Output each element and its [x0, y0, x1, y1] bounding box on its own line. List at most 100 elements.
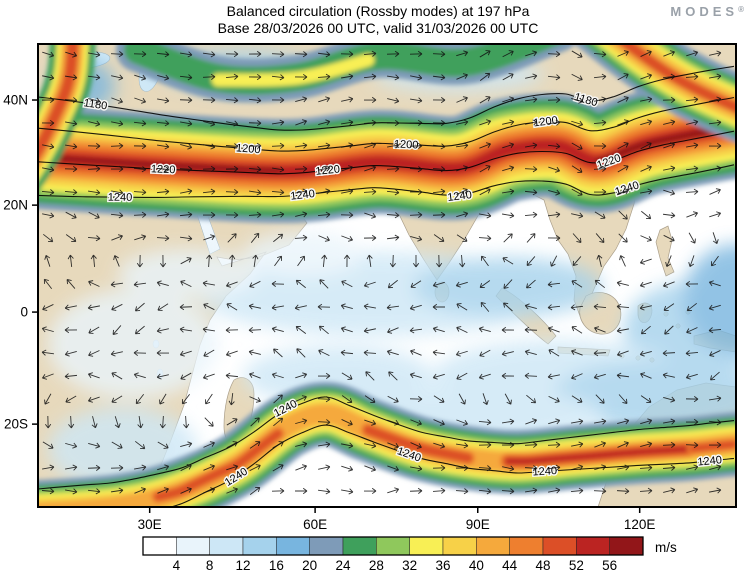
wind-arrow	[594, 211, 606, 219]
wind-arrow	[593, 73, 607, 80]
wind-arrow	[133, 51, 147, 58]
wind-arrow	[87, 143, 101, 150]
wind-arrow	[295, 279, 306, 289]
colorbar-tick-label: 28	[369, 558, 384, 573]
wind-arrow	[617, 50, 629, 57]
wind-arrow	[410, 97, 423, 104]
wind-arrow	[639, 350, 652, 357]
colorbar-segment	[176, 536, 210, 556]
wind-arrow	[294, 304, 307, 311]
wind-arrow	[363, 303, 376, 310]
wind-arrow	[249, 486, 261, 495]
contour-line	[38, 130, 735, 175]
colorbar-tick-label: 48	[535, 558, 550, 573]
wind-arrow	[572, 256, 582, 266]
wind-arrow	[387, 487, 400, 494]
wind-arrow	[202, 373, 215, 380]
wind-arrow	[478, 373, 491, 380]
wind-arrow	[502, 96, 515, 103]
wind-arrow	[297, 255, 305, 267]
land-shape	[579, 292, 622, 335]
wind-arrow	[617, 188, 630, 195]
wind-arrow	[709, 73, 722, 80]
wind-arrow	[708, 327, 722, 334]
wind-arrow	[64, 166, 78, 173]
wind-arrow	[88, 51, 101, 58]
wind-arrow	[618, 233, 628, 243]
contour-line	[38, 65, 735, 131]
wind-arrow	[387, 142, 400, 149]
wind-arrow	[387, 74, 400, 81]
wind-arrow	[341, 419, 353, 426]
wind-arrow	[202, 326, 215, 333]
wind-arrow	[67, 254, 74, 268]
wind-arrow	[662, 464, 676, 471]
wind-arrow	[318, 188, 331, 195]
wind-arrow	[593, 350, 607, 357]
wind-arrow	[432, 143, 446, 150]
colorbar-tick-label: 56	[602, 558, 617, 573]
colorbar-segment	[242, 536, 277, 556]
wind-arrow	[156, 120, 170, 127]
wind-arrow	[480, 301, 490, 312]
wind-arrow	[110, 165, 124, 173]
wind-arrow	[136, 254, 143, 268]
wind-arrow	[640, 441, 653, 448]
wind-arrow	[202, 73, 216, 80]
wind-arrow	[709, 50, 722, 57]
wind-arrow	[318, 119, 331, 126]
wind-arrow	[65, 395, 77, 403]
wind-arrow	[709, 487, 722, 494]
wind-arrow	[708, 119, 722, 126]
wind-arrow	[640, 188, 653, 195]
wind-arrow	[459, 254, 466, 268]
y-axis-tick-label: 0	[20, 305, 28, 320]
wind-arrow	[42, 464, 55, 471]
wind-arrow	[134, 440, 146, 450]
wind-arrow	[364, 165, 377, 172]
wind-arrow	[295, 188, 308, 195]
wind-arrow	[87, 165, 101, 172]
wind-arrow	[317, 73, 331, 80]
colorbar: 4 8 12 16 20 24 28 32 36 40 44 48 52 56m/s	[142, 536, 677, 573]
wind-arrow	[708, 441, 722, 449]
contour-line	[38, 164, 735, 198]
wind-arrow	[225, 350, 238, 357]
wind-arrow	[617, 96, 629, 103]
wind-arrow	[571, 97, 584, 104]
wind-arrow	[640, 142, 652, 150]
wind-arrow	[133, 349, 147, 356]
wind-arrow	[548, 418, 561, 425]
wind-arrow	[225, 73, 239, 80]
wind-arrow	[113, 255, 120, 267]
wind-arrow	[340, 303, 353, 310]
wind-arrow	[157, 143, 170, 150]
wind-arrow	[272, 166, 285, 173]
wind-arrow	[571, 349, 583, 356]
wind-arrow	[386, 189, 400, 196]
wind-arrow	[202, 211, 216, 219]
wind-arrow	[386, 119, 400, 127]
wind-arrow	[87, 74, 101, 81]
wind-arrow	[364, 442, 377, 449]
wind-arrow	[458, 393, 466, 405]
wind-arrow	[363, 281, 376, 288]
chart-subtitle: Base 28/03/2026 00 UTC, valid 31/03/2026…	[218, 20, 539, 36]
wind-arrow	[685, 280, 699, 288]
wind-arrow	[295, 464, 307, 471]
wind-arrow	[432, 464, 446, 472]
wind-arrow	[686, 464, 699, 471]
wind-arrow	[455, 488, 469, 495]
wind-arrow	[482, 393, 489, 406]
wind-arrow	[203, 464, 215, 471]
wind-arrow	[456, 165, 469, 172]
wind-arrow	[42, 212, 55, 219]
wind-arrow	[226, 303, 238, 311]
wind-arrow	[133, 189, 147, 196]
wind-arrow	[64, 326, 78, 334]
contour-line	[169, 424, 735, 507]
wind-arrow	[225, 281, 238, 288]
colorbar-segment	[276, 536, 310, 556]
wind-arrow	[571, 418, 584, 425]
colorbar-tick-label: 52	[569, 558, 584, 573]
